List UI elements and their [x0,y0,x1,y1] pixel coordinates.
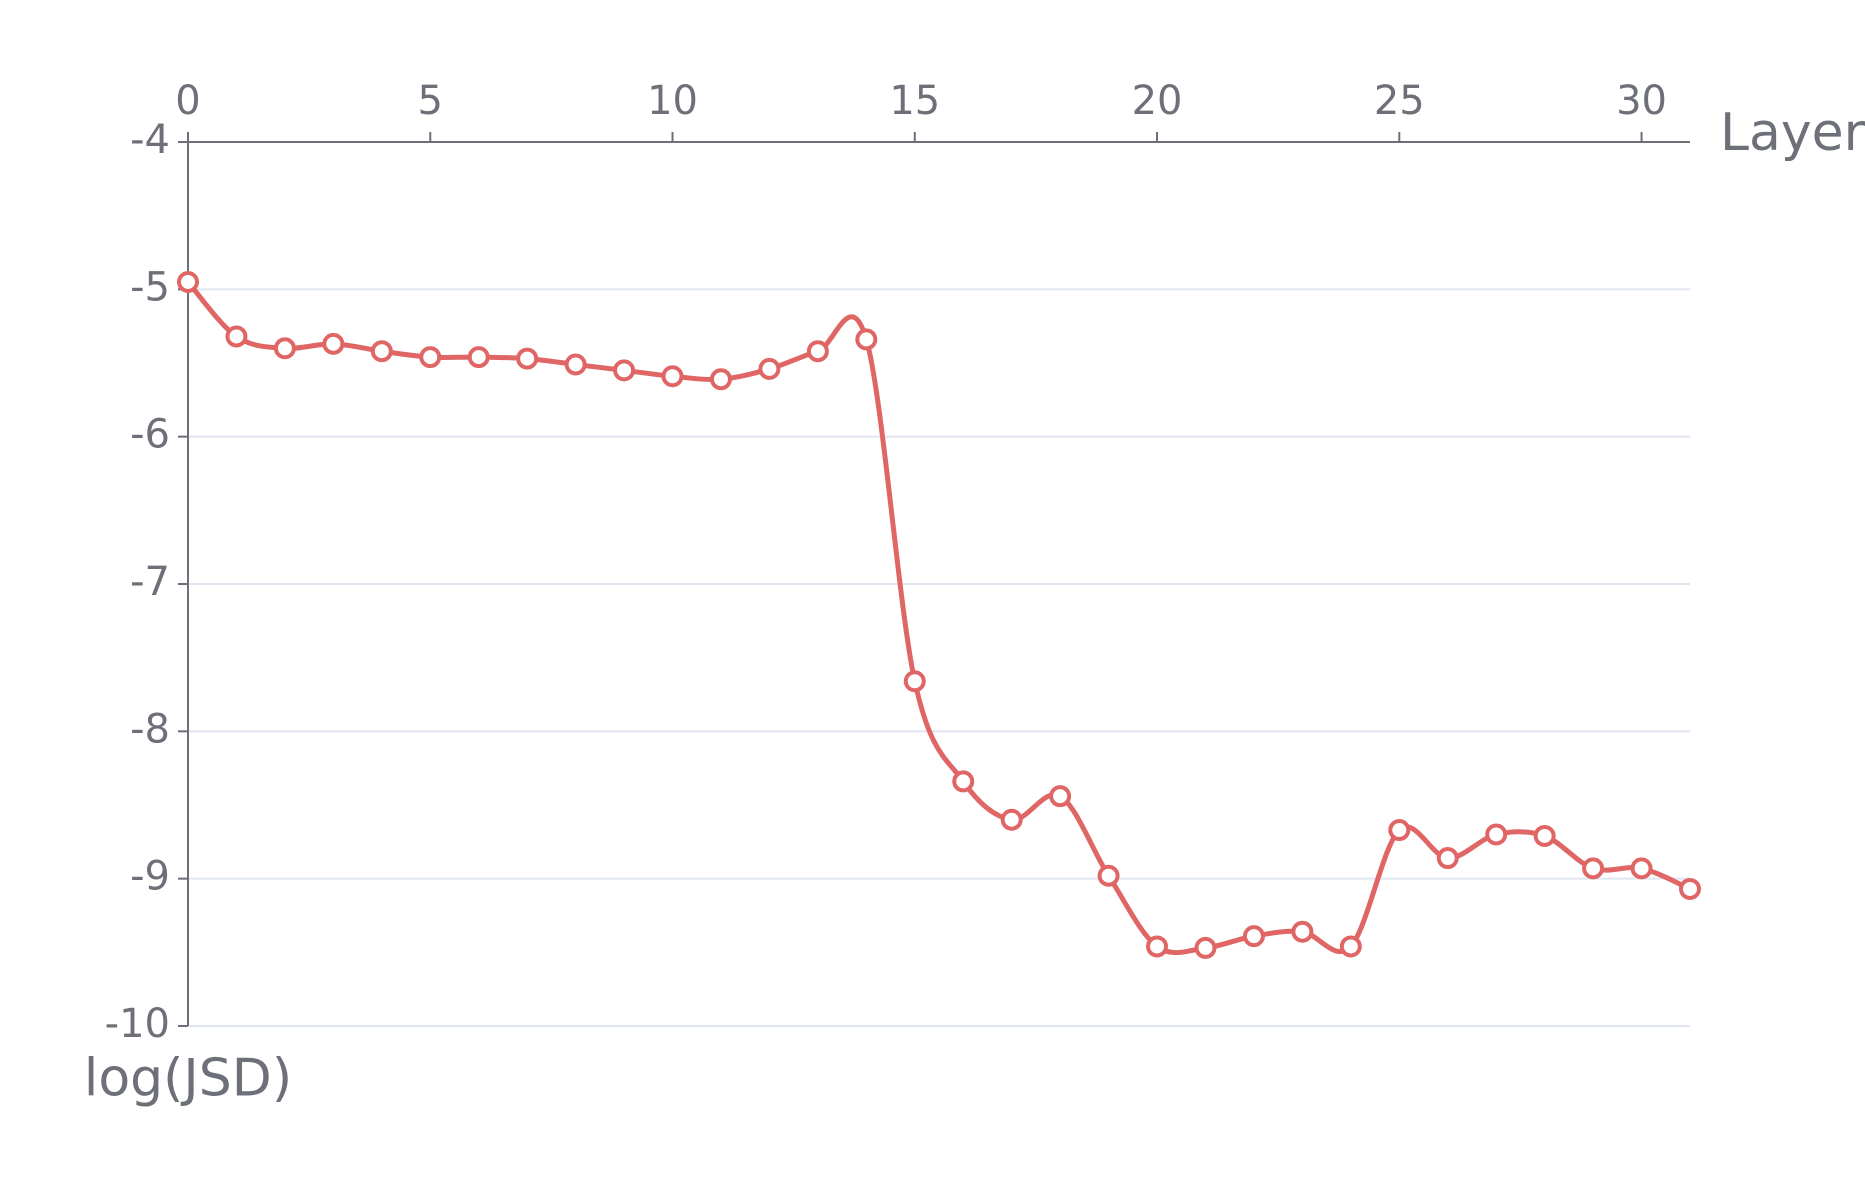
data-point[interactable] [1533,824,1556,847]
data-point[interactable] [1630,857,1653,880]
y-axis-title: log(JSD) [84,1049,292,1109]
series-line [186,280,1692,956]
data-point[interactable] [273,337,296,360]
y-tick-label: -8 [130,706,170,752]
data-point[interactable] [613,359,636,382]
x-tick-label: 30 [1616,78,1667,124]
y-tick-label: -7 [130,559,170,605]
data-point[interactable] [709,368,732,391]
data-point[interactable] [903,670,926,693]
data-point[interactable] [855,328,878,351]
data-point[interactable] [1049,785,1072,808]
data-point[interactable] [1146,935,1169,958]
y-tick-label: -6 [130,412,170,458]
x-tick-label: 15 [889,78,940,124]
y-tick-label: -5 [130,264,170,310]
data-point[interactable] [1339,935,1362,958]
x-tick-label: 0 [175,78,200,124]
axes: 0 5 10 15 20 25 30 -4 -5 -6 -7 -8 -9 -10 [105,78,1690,1047]
data-point[interactable] [1679,877,1701,900]
grid-lines [188,288,1690,1027]
data-point[interactable] [370,340,393,363]
data-point[interactable] [564,353,587,376]
data-point[interactable] [1291,920,1314,943]
data-point[interactable] [1000,808,1023,831]
data-point[interactable] [516,347,539,370]
x-tick-label: 20 [1132,78,1183,124]
data-point[interactable] [1436,847,1459,870]
data-point[interactable] [1194,936,1217,959]
x-axis-title: Layer [1720,103,1865,163]
data-point[interactable] [952,770,975,793]
series-layer [177,270,1701,959]
data-point[interactable] [806,340,829,363]
data-point[interactable] [419,346,442,369]
data-point[interactable] [1485,823,1508,846]
data-point[interactable] [1097,864,1120,887]
data-point[interactable] [322,332,345,355]
y-tick-label: -9 [130,854,170,900]
x-tick-label: 10 [647,78,698,124]
x-tick-label: 5 [418,78,443,124]
y-tick-label: -4 [130,117,170,163]
y-tick-label: -10 [105,1001,170,1047]
data-point[interactable] [758,357,781,380]
data-point[interactable] [1242,925,1265,948]
data-point[interactable] [467,346,490,369]
x-tick-label: 25 [1374,78,1425,124]
data-point[interactable] [177,270,199,293]
data-point[interactable] [1582,857,1605,880]
data-point[interactable] [225,325,248,348]
data-point[interactable] [661,365,684,388]
data-point[interactable] [1388,819,1411,842]
